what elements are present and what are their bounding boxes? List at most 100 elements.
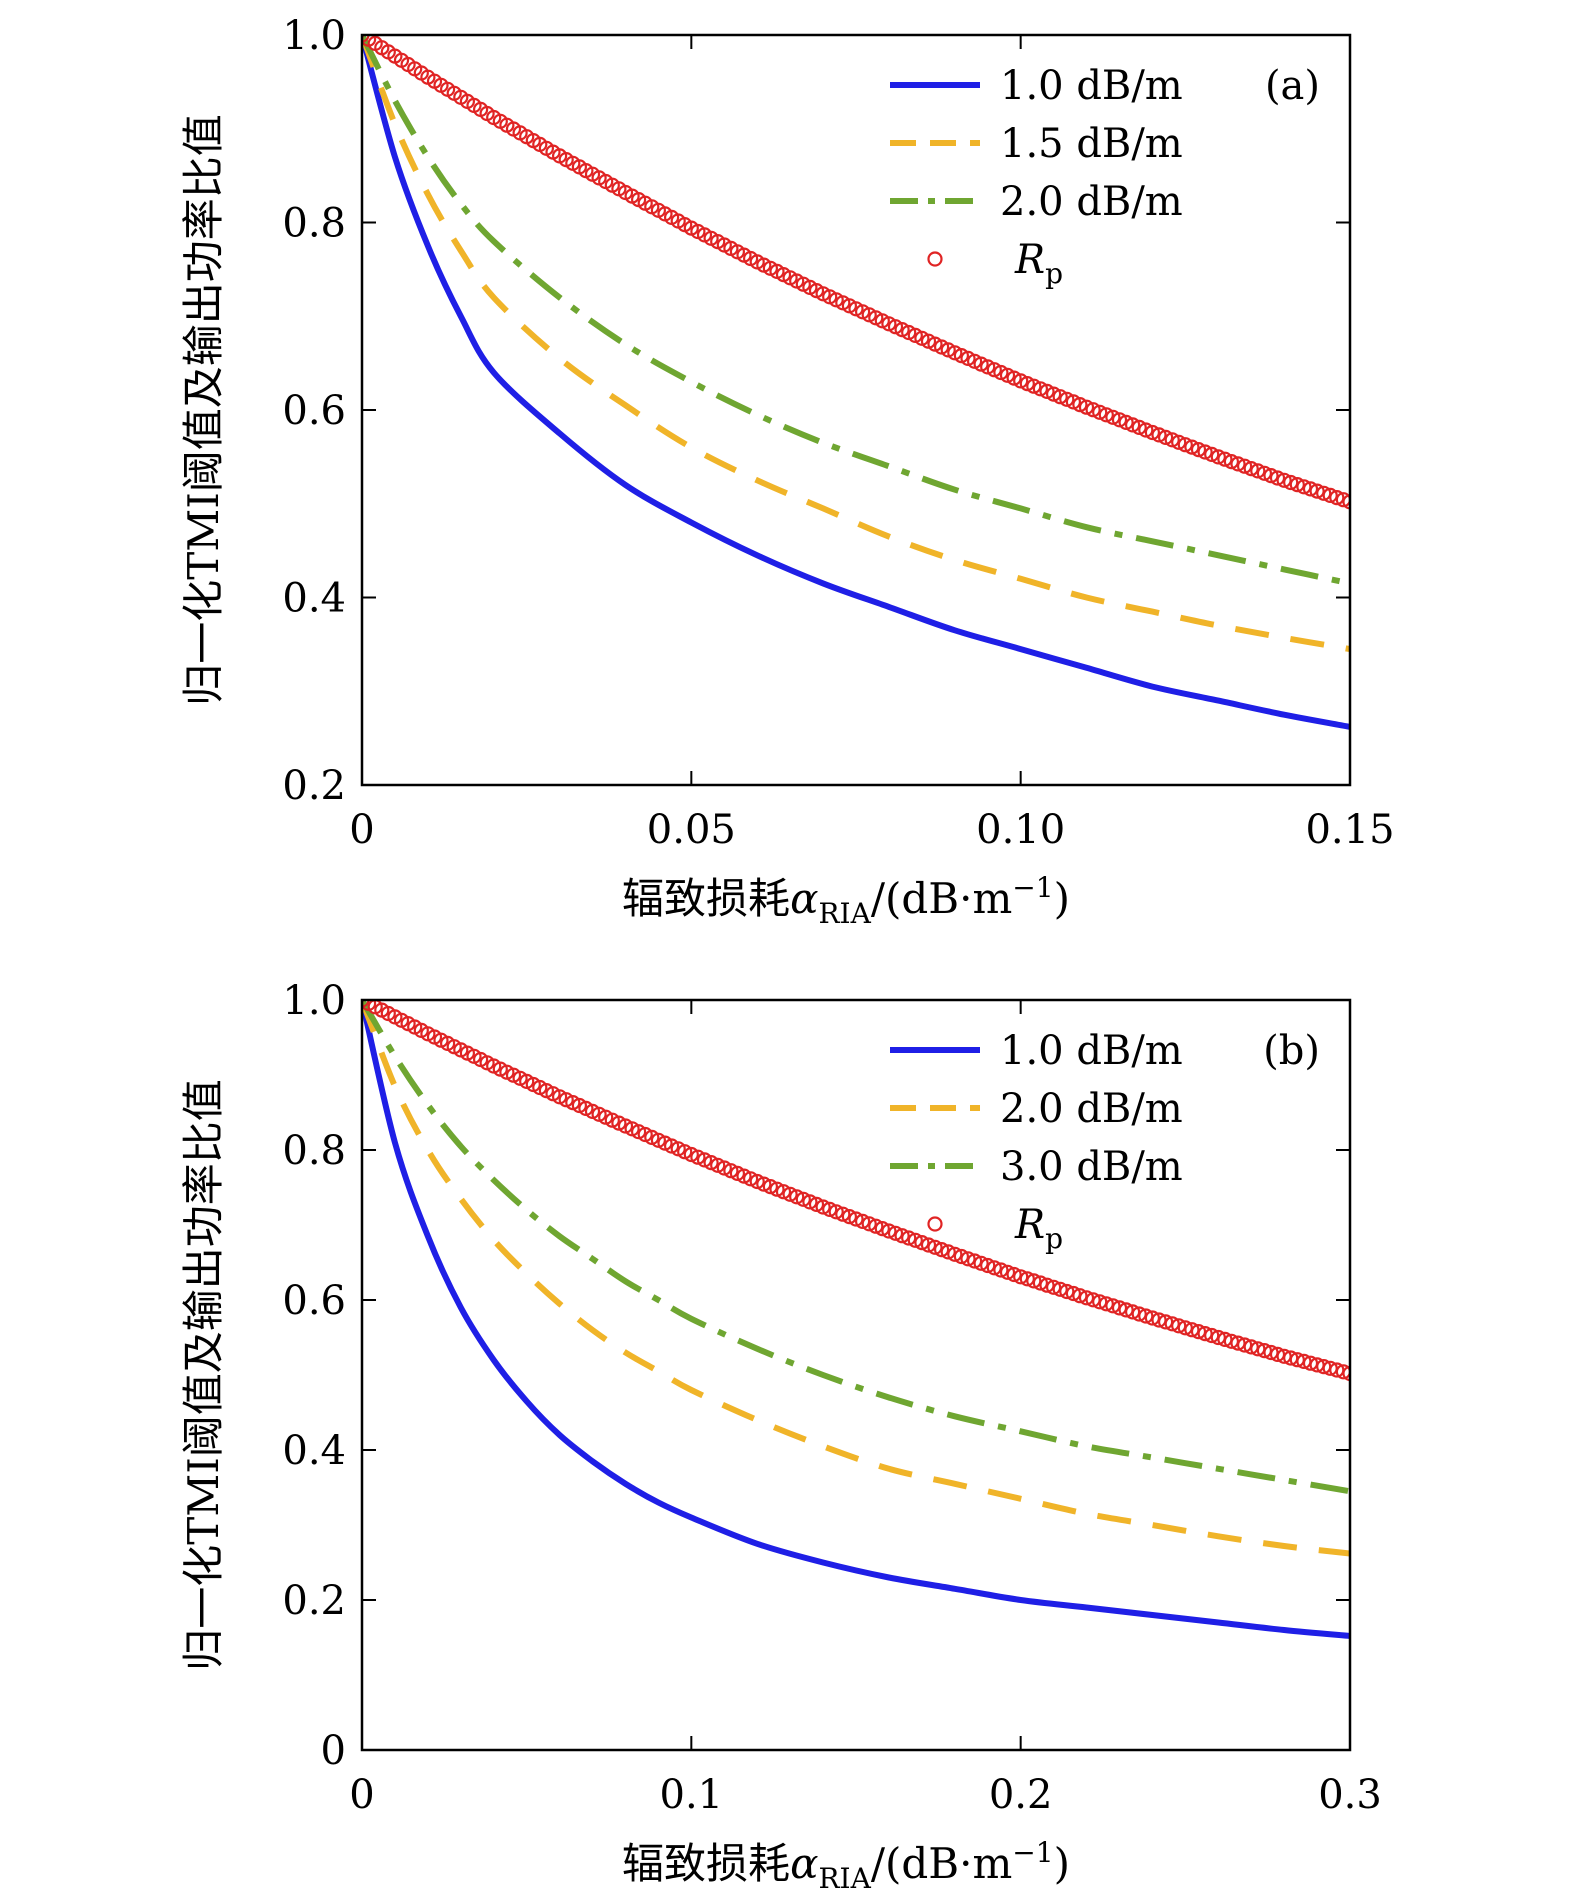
panel-a-axes-frame [360,33,1352,787]
panel-b-xtick-label: 0 [349,1772,374,1818]
panel-b-legend-label: 1.0 dB/m [1000,1028,1183,1074]
panel-a-series-rp-marker [1283,474,1299,491]
panel-b-series-rp-marker [874,1220,890,1237]
panel-b-series-2-0-dB-m-line [362,1000,1350,1557]
panel-b-series-3-0-dB-m [362,1000,1350,1495]
panel-a-series-rp-marker [1045,386,1062,402]
panel-b-series-1-0-dB-m-line [362,1000,1350,1639]
panel-b-series-rp-marker [775,1184,792,1200]
panel-b-series-rp-marker [716,1160,732,1176]
panel-a-series-rp-marker [1230,456,1246,472]
panel-b-series-rp-marker [749,1173,765,1190]
panel-a-series-rp-marker [1171,434,1187,450]
panel-a-series-rp-marker [1052,389,1068,405]
panel-b-legend-label-main: R [1014,1202,1045,1248]
panel-b-series-rp-marker [927,1239,943,1255]
panel-a-ytick-label: 1.0 [282,13,346,59]
panel-a-series-1-0-dB-m-line [362,35,1350,730]
panel-b-xlabel-part: /(dB·m [871,1839,1012,1888]
panel-b-series-1-0-dB-m [362,1000,1350,1639]
panel-a-xtick-label: 0.05 [647,807,736,853]
panel-a-series-rp-marker [1269,470,1286,486]
panel-b-series-rp-marker [980,1257,996,1274]
panel-a-ytick-label: 0.4 [282,576,346,622]
panel-b-series-rp-marker [1243,1339,1259,1355]
panel-a-xtick-label: 0 [349,807,374,853]
panel-b-series-2-0-dB-m [362,1000,1350,1557]
panel-a-series-rp-marker [1138,422,1154,438]
panel-b-series-3-0-dB-m-line [362,1000,1350,1495]
panel-b-ytick-label: 0.6 [282,1278,346,1324]
panel-b-legend-marker [927,1216,943,1232]
panel-a-series-rp-marker [1177,437,1193,453]
panel-b-series-rp-marker [914,1234,930,1251]
panel-b-series-rp-marker [1124,1304,1141,1320]
panel-b-ytick-label: 0.2 [282,1578,346,1624]
panel-a-series-rp-marker [1124,417,1141,433]
panel-a-series-rp-marker [1144,424,1161,441]
panel-b-series-rp-marker [953,1248,970,1265]
panel-a-legend-label: Rp [1014,237,1063,290]
panel-b-series-rp-marker [795,1191,811,1207]
panel-a-series-rp-marker [1059,391,1075,407]
panel-a-series-rp-marker [1276,472,1292,488]
panel-a-legend-label-main: R [1014,237,1045,283]
panel-b-series-rp-marker [736,1168,752,1184]
panel-b-series-rp-marker [933,1241,950,1258]
panel-b-series-rp-marker [1078,1290,1095,1306]
panel-b-series-rp-marker [1006,1266,1022,1283]
panel-b-series-rp-marker [1131,1306,1147,1322]
panel-b-series-rp-marker [828,1204,844,1220]
panel-b-series-rp-marker [1019,1271,1035,1287]
panel-a-xlabel-part: /(dB·m [871,874,1012,923]
panel-a-legend-label: 1.5 dB/m [1000,121,1183,167]
panel-b-label: (b) [1263,1028,1320,1074]
panel-b-series-rp-marker [1032,1275,1049,1291]
panel-b-series-rp-marker [1157,1314,1174,1330]
panel-a-ytick-label: 0.2 [282,763,346,809]
panel-a-xtick-label: 0.10 [976,807,1065,853]
panel-a-series-rp-marker [1098,407,1114,423]
panel-b-series-rp-marker [1105,1298,1121,1314]
panel-b-series-rp-marker [1092,1294,1108,1310]
panel-b-series-rp-marker [729,1165,746,1182]
panel-a-series-rp-marker [1184,439,1200,455]
panel-b-series-rp-marker [1269,1346,1286,1363]
panel-b-series-rp-marker [782,1186,798,1202]
panel-a: 0 0.05 0.10 0.15 0.2 0.4 0.6 0.8 1.0 归一化TMI阈值及输出功… [179,13,1395,930]
panel-b-series-rp-marker [1256,1342,1273,1359]
panel-b-series-rp-marker [1065,1285,1082,1302]
panel-b-series-rp-marker [1045,1279,1062,1295]
panel-a-series-rp-marker [1329,490,1345,506]
panel-a-series-rp-marker [1072,397,1088,413]
panel-b-series-rp-marker [1039,1277,1055,1293]
panel-b-series-rp-marker [1184,1322,1200,1338]
panel-b-series-rp-marker [960,1251,976,1267]
panel-a-series-rp-marker [1289,477,1305,493]
panel-a-xlabel-part: RIA [818,897,871,930]
panel-b-series-rp-marker [973,1255,989,1271]
panel-b-series-rp-marker [808,1196,825,1213]
panel-b-series-rp-marker [966,1253,983,1269]
panel-b-series-rp-marker [999,1264,1016,1280]
panel-b-series-rp-marker [1177,1320,1193,1336]
panel-b-series-rp-marker [1138,1308,1154,1324]
panel-b-series-rp-marker [1026,1273,1042,1289]
panel-b-xlabel-part: α [790,1839,818,1888]
panel-a-series-rp-marker [1151,427,1167,443]
panel-b-series-rp-marker [1072,1288,1088,1304]
panel-b-series-rp-marker [907,1232,923,1248]
panel-b-series-rp-marker [1085,1292,1101,1308]
panel-a-series-rp-marker [1236,458,1253,474]
panel-b-series-rp-marker [1190,1323,1207,1340]
panel-a-legend-label: 2.0 dB/m [1000,179,1183,225]
panel-b-series-rp-marker [683,1146,699,1163]
panel-b-series-rp [362,1000,1350,1382]
panel-a-series-rp-marker [1105,409,1121,425]
panel-b-series-rp-marker [1052,1281,1068,1297]
panel-a-legend-marker [927,251,943,267]
panel-b-series-rp-marker [1342,1365,1350,1382]
panel-b-series-rp-marker [703,1154,719,1171]
panel-b-xlabel: 辐致损耗αRIA/(dB·m−1) [622,1836,1070,1895]
panel-b-series-rp-marker [920,1237,937,1253]
